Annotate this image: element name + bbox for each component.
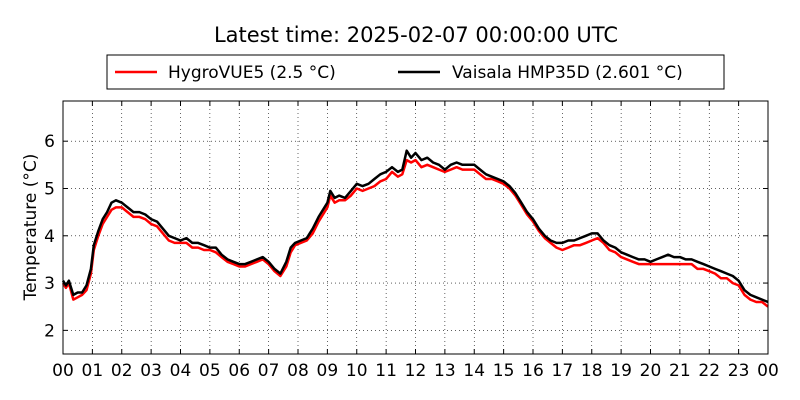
x-tick-label: 11	[375, 361, 397, 381]
x-tick-label: 13	[434, 361, 456, 381]
axis-ticks: 00 01 02 03 04 05 06 07 08 09 10 11 12 13 14 15 16 17 18 19…	[44, 101, 779, 381]
series-line-1	[61, 149, 769, 304]
x-tick-label: 04	[170, 361, 192, 381]
y-tick-label: 4	[44, 227, 55, 247]
legend-label-vaisala: Vaisala HMP35D (2.601 °C)	[452, 63, 683, 83]
x-tick-label: 02	[111, 361, 133, 381]
x-tick-label: 01	[82, 361, 104, 381]
x-tick-label: 21	[669, 361, 691, 381]
legend: HygroVUE5 (2.5 °C) Vaisala HMP35D (2.601…	[106, 54, 725, 90]
chart-title: Latest time: 2025-02-07 00:00:00 UTC	[214, 23, 618, 47]
grid	[63, 101, 768, 354]
x-tick-label: 16	[522, 361, 544, 381]
y-tick-label: 3	[44, 274, 55, 294]
x-tick-label: 19	[610, 361, 632, 381]
legend-label-hygrovue5: HygroVUE5 (2.5 °C)	[168, 63, 336, 83]
x-tick-label: 17	[552, 361, 574, 381]
x-tick-label: 08	[287, 361, 309, 381]
series-lines	[61, 149, 769, 308]
y-axis-label: Temperature (°C)	[21, 154, 41, 302]
x-tick-label: 22	[698, 361, 720, 381]
x-tick-label: 05	[199, 361, 221, 381]
y-tick-label: 5	[44, 179, 55, 199]
x-tick-label: 23	[728, 361, 750, 381]
y-tick-label: 6	[44, 132, 55, 152]
x-tick-label: 15	[493, 361, 515, 381]
x-tick-label: 20	[640, 361, 662, 381]
x-tick-label: 18	[581, 361, 603, 381]
series-line-0	[61, 158, 769, 308]
x-tick-label: 14	[463, 361, 485, 381]
x-tick-label: 10	[346, 361, 368, 381]
x-tick-label: 03	[140, 361, 162, 381]
x-tick-label: 07	[258, 361, 280, 381]
x-tick-label: 09	[317, 361, 339, 381]
x-tick-label: 00	[757, 361, 779, 381]
y-tick-label: 2	[44, 321, 55, 341]
x-tick-label: 12	[405, 361, 427, 381]
x-tick-label: 00	[52, 361, 74, 381]
plot-frame	[62, 100, 769, 355]
x-tick-label: 06	[228, 361, 250, 381]
